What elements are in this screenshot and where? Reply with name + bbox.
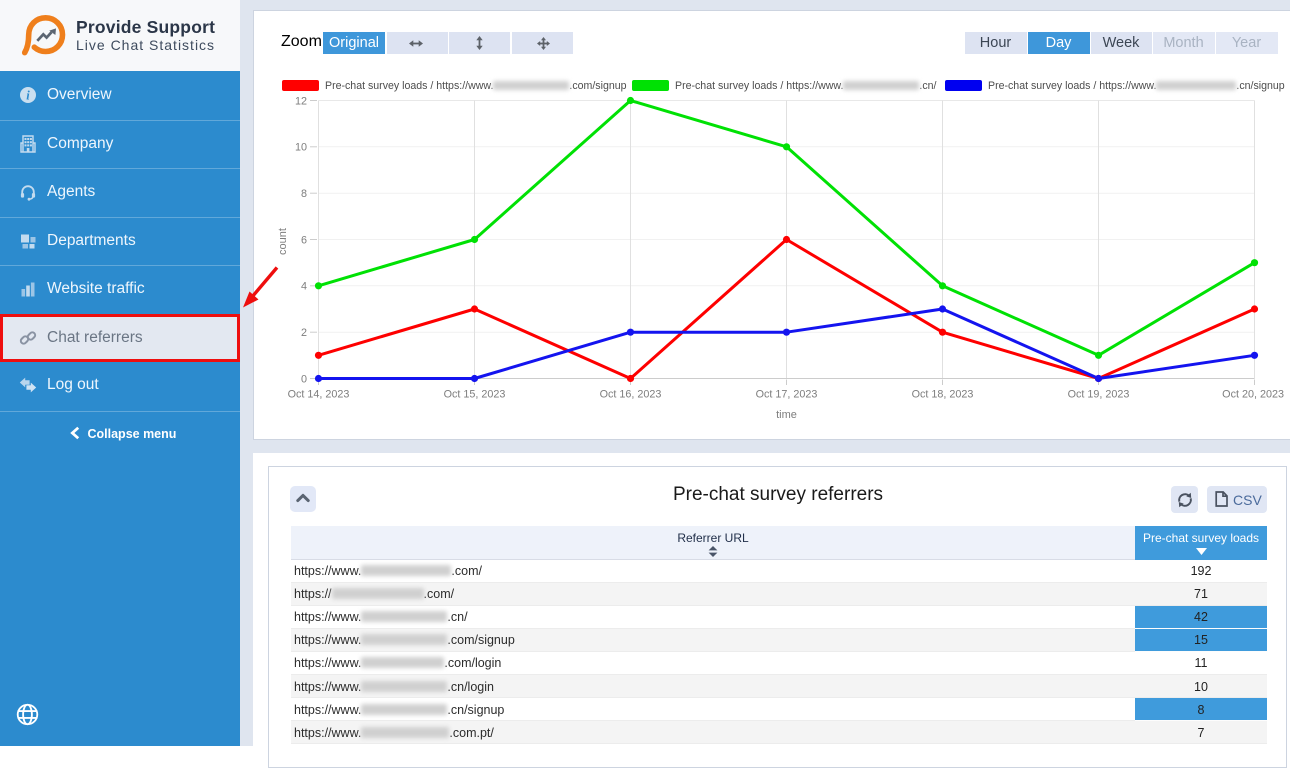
svg-text:count: count — [277, 228, 289, 255]
svg-text:10: 10 — [295, 142, 307, 154]
svg-text:12: 12 — [295, 95, 307, 107]
svg-text:Oct 19, 2023: Oct 19, 2023 — [1068, 389, 1130, 401]
svg-text:2: 2 — [301, 327, 307, 339]
svg-text:Oct 14, 2023: Oct 14, 2023 — [288, 389, 350, 401]
svg-text:Oct 16, 2023: Oct 16, 2023 — [600, 389, 662, 401]
svg-text:Oct 20, 2023: Oct 20, 2023 — [1222, 389, 1284, 401]
svg-text:4: 4 — [301, 281, 307, 293]
svg-text:time: time — [776, 409, 797, 421]
svg-text:6: 6 — [301, 234, 307, 246]
svg-text:Oct 15, 2023: Oct 15, 2023 — [444, 389, 506, 401]
svg-text:Oct 18, 2023: Oct 18, 2023 — [912, 389, 974, 401]
svg-text:Oct 17, 2023: Oct 17, 2023 — [756, 389, 818, 401]
svg-text:8: 8 — [301, 188, 307, 200]
svg-text:i: i — [26, 89, 30, 103]
svg-text:0: 0 — [301, 373, 307, 385]
